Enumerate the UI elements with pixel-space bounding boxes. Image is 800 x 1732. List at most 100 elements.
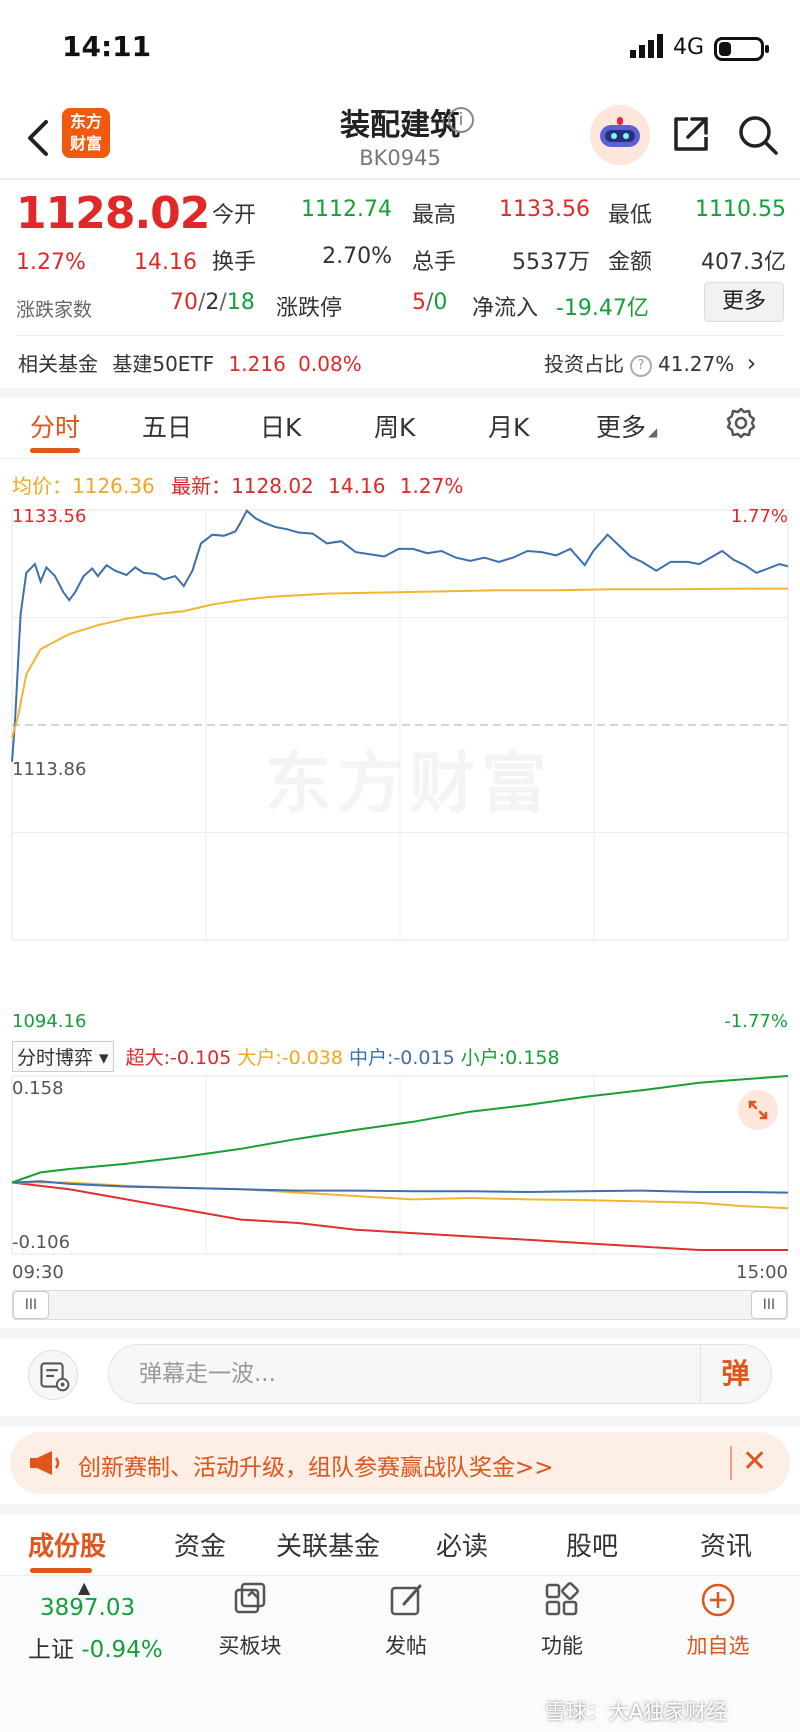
active-tab-indicator bbox=[30, 448, 80, 453]
netflow-label: 净流入 bbox=[472, 296, 539, 321]
tab-weekly-k[interactable]: 周K bbox=[374, 413, 416, 442]
sector-code: BK0945 bbox=[359, 146, 441, 170]
slash: / bbox=[198, 290, 206, 315]
time-end-label: 15:00 bbox=[736, 1262, 788, 1283]
close-icon[interactable]: ✕ bbox=[742, 1444, 768, 1479]
add-circle-icon bbox=[701, 1583, 735, 1617]
flow-legend: 分时博弈 ▾ 超大:-0.105 大户:-0.038 中户:-0.015 小户:… bbox=[12, 1041, 560, 1072]
open-label: 今开 bbox=[212, 203, 257, 228]
low-label: 最低 bbox=[608, 203, 653, 228]
post-button[interactable]: 发帖 bbox=[356, 1580, 456, 1660]
bottom-toolbar bbox=[0, 1576, 800, 1732]
flow-max-label: 0.158 bbox=[12, 1078, 64, 1099]
range-scrollbar[interactable] bbox=[12, 1290, 788, 1320]
tab-monthly-k[interactable]: 月K bbox=[488, 413, 530, 442]
chevron-right-icon: › bbox=[746, 349, 757, 377]
search-icon[interactable] bbox=[736, 113, 780, 157]
tab-news[interactable]: 资讯 bbox=[700, 1532, 753, 1562]
danmaku-toggle-icon[interactable] bbox=[28, 1350, 78, 1400]
intraday-summary: 均价：1126.36 最新：1128.02 14.16 1.27% bbox=[12, 470, 463, 499]
post-label: 发帖 bbox=[385, 1634, 427, 1658]
invest-ratio[interactable]: 投资占比? 41.27% › bbox=[544, 348, 756, 377]
danmaku-send-button[interactable]: 弹 bbox=[700, 1345, 770, 1403]
gear-icon[interactable] bbox=[724, 406, 758, 440]
tab-intraday[interactable]: 分时 bbox=[30, 413, 81, 442]
triangle-icon: ◢ bbox=[648, 425, 658, 439]
scroll-handle-left[interactable]: III bbox=[13, 1291, 49, 1319]
limit-up: 5 bbox=[412, 290, 426, 315]
turnover-label: 换手 bbox=[212, 250, 257, 275]
expand-icon[interactable] bbox=[738, 1090, 778, 1130]
info-icon[interactable]: i bbox=[448, 107, 474, 133]
breadth-up: 70 bbox=[170, 290, 198, 315]
limit-value: 5/0 bbox=[412, 290, 447, 315]
add-watchlist-button[interactable]: 加自选 bbox=[668, 1580, 768, 1660]
buy-sector-button[interactable]: 买板块 bbox=[200, 1580, 300, 1660]
latest-label: 最新： bbox=[171, 474, 232, 498]
volume-label: 总手 bbox=[412, 250, 457, 275]
tab-more[interactable]: 更多 ◢ bbox=[596, 408, 657, 444]
back-icon[interactable] bbox=[24, 118, 54, 158]
divider bbox=[0, 1416, 800, 1426]
share-icon[interactable] bbox=[670, 113, 712, 155]
divider bbox=[0, 1328, 800, 1338]
tab-forum[interactable]: 股吧 bbox=[566, 1532, 619, 1562]
y-min-label: 1094.16 bbox=[12, 1011, 87, 1032]
promo-banner[interactable] bbox=[10, 1432, 790, 1494]
amount-value: 407.3亿 bbox=[701, 250, 786, 275]
fund-price: 1.216 bbox=[228, 352, 286, 376]
title-text: 装配建筑 bbox=[340, 108, 460, 143]
invest-value: 41.27% bbox=[658, 352, 735, 376]
danmaku-input[interactable]: 弹幕走一波... bbox=[108, 1344, 772, 1404]
invest-label: 投资占比 bbox=[544, 352, 624, 376]
tab-must-read[interactable]: 必读 bbox=[436, 1532, 489, 1562]
scroll-handle-right[interactable]: III bbox=[751, 1291, 787, 1319]
avg-value: 1126.36 bbox=[72, 474, 155, 498]
robot-avatar-icon[interactable] bbox=[590, 105, 650, 165]
tab-five-day[interactable]: 五日 bbox=[142, 413, 193, 442]
change-pct: 1.27% bbox=[16, 250, 86, 275]
high-label: 最高 bbox=[412, 203, 457, 228]
source-watermark: 雪球：大A独家财经 bbox=[545, 1700, 728, 1724]
promo-text[interactable]: 创新赛制、活动升级，组队参赛赢战队奖金>> bbox=[78, 1455, 554, 1481]
open-value: 1112.74 bbox=[301, 197, 392, 222]
page-title: 装配建筑 bbox=[0, 100, 800, 144]
series-line-average bbox=[11, 587, 789, 738]
breadth-flat: 2 bbox=[205, 290, 220, 315]
related-fund[interactable]: 相关基金 基建50ETF 1.216 0.08% bbox=[18, 348, 362, 377]
tab-constituents[interactable]: 成份股 bbox=[28, 1532, 107, 1562]
flow-line-big bbox=[12, 1181, 789, 1210]
active-tab-indicator bbox=[30, 1568, 92, 1573]
functions-button[interactable]: 功能 bbox=[512, 1580, 612, 1660]
caret-up-icon[interactable]: ▲ bbox=[78, 1578, 91, 1597]
buy-sector-label: 买板块 bbox=[218, 1634, 282, 1658]
index-value[interactable]: 3897.03 bbox=[40, 1595, 136, 1621]
limit-label: 涨跌停 bbox=[276, 296, 343, 321]
y-max-pct-label: 1.77% bbox=[730, 506, 788, 527]
latest-pct: 1.27% bbox=[399, 474, 464, 498]
turnover-value: 2.70% bbox=[322, 244, 392, 269]
index-ticker[interactable]: 上证 -0.94% bbox=[28, 1630, 163, 1664]
more-button[interactable]: 更多 bbox=[704, 282, 784, 322]
time-start-label: 09:30 bbox=[12, 1262, 64, 1283]
add-watchlist-label: 加自选 bbox=[686, 1634, 750, 1658]
tab-related-funds[interactable]: 关联基金 bbox=[276, 1532, 381, 1562]
flow-line-super bbox=[11, 1181, 788, 1251]
netflow-value: -19.47亿 bbox=[556, 296, 649, 321]
fund-name: 基建50ETF bbox=[112, 352, 215, 376]
intraday-chart[interactable] bbox=[0, 500, 800, 1040]
limit-down: 0 bbox=[433, 290, 448, 315]
megaphone-icon bbox=[30, 1451, 60, 1475]
edit-icon bbox=[390, 1584, 422, 1616]
high-value: 1133.56 bbox=[499, 197, 590, 222]
fund-pct: 0.08% bbox=[298, 352, 362, 376]
tab-capital[interactable]: 资金 bbox=[174, 1532, 227, 1562]
logo-text-1: 东方 bbox=[69, 112, 102, 131]
help-icon[interactable]: ? bbox=[630, 355, 652, 377]
flow-chart[interactable] bbox=[0, 1068, 800, 1258]
flow-dropdown[interactable]: 分时博弈 ▾ bbox=[12, 1041, 114, 1072]
tab-daily-k[interactable]: 日K bbox=[260, 413, 302, 442]
divider bbox=[0, 458, 800, 459]
network-label: 4G bbox=[673, 35, 705, 60]
